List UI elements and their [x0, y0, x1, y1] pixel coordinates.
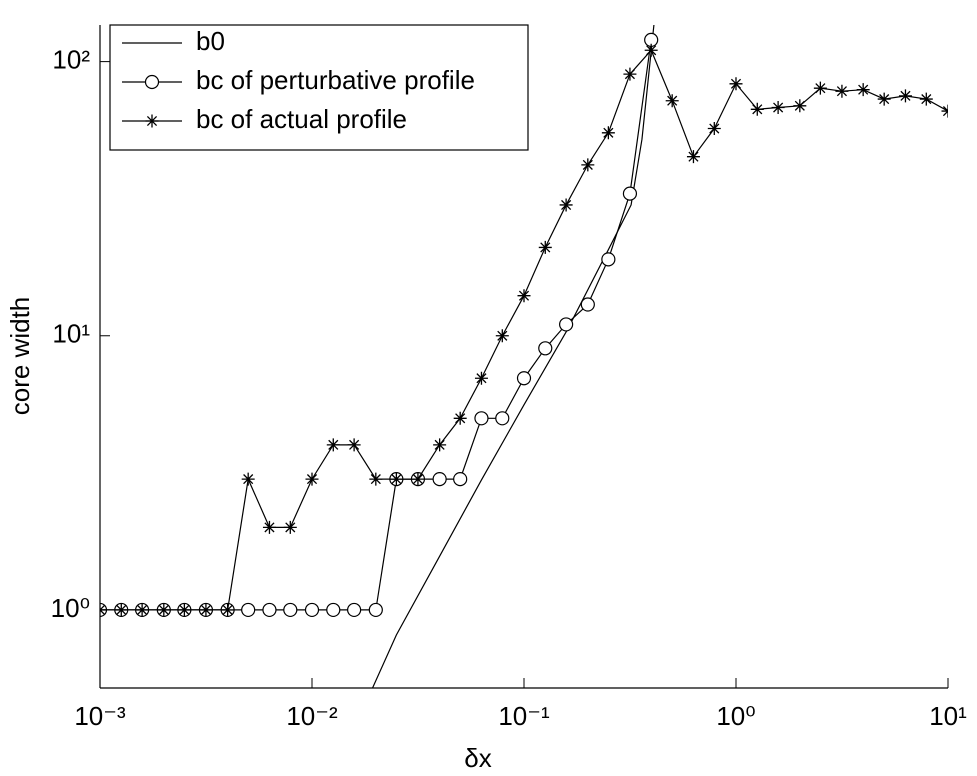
- circle-marker: [516, 371, 532, 386]
- star-marker: [283, 520, 297, 534]
- circle-marker: [326, 602, 341, 618]
- star-marker: [114, 603, 128, 617]
- star-marker: [177, 603, 191, 617]
- star-marker: [199, 603, 213, 617]
- star-marker: [686, 150, 700, 164]
- series-line: [371, 25, 655, 688]
- y-tick-label: 10¹: [52, 319, 90, 349]
- star-marker: [835, 84, 849, 98]
- star-marker: [453, 411, 467, 425]
- star-marker: [813, 81, 827, 95]
- star-marker: [793, 99, 807, 113]
- star-marker: [221, 603, 235, 617]
- circle-marker: [241, 602, 256, 618]
- star-marker: [581, 158, 595, 172]
- star-marker: [326, 438, 340, 452]
- y-tick-label: 10⁰: [51, 593, 90, 623]
- x-tick-label: 10⁻¹: [498, 701, 550, 731]
- plot-area: [100, 25, 948, 688]
- star-marker: [644, 43, 658, 57]
- legend-label: bc of actual profile: [196, 104, 407, 134]
- circle-marker: [453, 472, 468, 487]
- x-tick-label: 10⁻³: [74, 701, 126, 731]
- star-marker: [305, 472, 319, 486]
- circle-marker: [304, 602, 320, 618]
- star-marker: [665, 94, 679, 108]
- star-marker: [919, 92, 933, 106]
- circle-marker: [283, 602, 298, 618]
- star-marker: [623, 67, 637, 81]
- star-marker: [898, 89, 912, 103]
- y-tick-label: 10²: [52, 44, 90, 74]
- x-tick-label: 10⁻²: [286, 701, 338, 731]
- y-axis-label: core width: [5, 297, 35, 416]
- star-marker: [729, 77, 743, 91]
- star-marker: [750, 102, 764, 116]
- circle-marker: [538, 341, 553, 356]
- star-marker: [941, 104, 948, 118]
- circle-marker: [432, 472, 447, 487]
- star-marker: [877, 92, 891, 106]
- legend: b0 bc of perturbative profile bc of actual…: [109, 24, 529, 151]
- circle-marker: [144, 74, 160, 90]
- circle-marker: [262, 602, 277, 618]
- circle-marker: [559, 317, 574, 332]
- star-marker: [135, 603, 149, 617]
- star-marker: [856, 83, 870, 97]
- star-marker: [771, 101, 785, 115]
- star-marker: [474, 371, 488, 385]
- star-marker: [411, 472, 425, 486]
- star-marker: [347, 438, 361, 452]
- star-marker: [601, 126, 615, 140]
- circle-marker: [347, 602, 362, 618]
- star-marker: [262, 520, 276, 534]
- star-marker: [389, 472, 403, 486]
- star-marker: [433, 438, 447, 452]
- star-marker: [369, 472, 383, 486]
- star-marker: [145, 114, 159, 128]
- x-tick-label: 10⁰: [716, 701, 755, 731]
- star-marker: [157, 603, 171, 617]
- legend-box: [109, 24, 529, 151]
- star-marker: [241, 472, 255, 486]
- legend-label: bc of perturbative profile: [196, 65, 475, 95]
- legend-label: b0: [196, 26, 225, 56]
- star-marker: [707, 122, 721, 136]
- circle-marker: [495, 411, 510, 426]
- x-axis-label: δx: [464, 743, 491, 773]
- circle-marker: [601, 252, 616, 267]
- star-marker: [517, 289, 531, 303]
- star-marker: [495, 329, 509, 343]
- circle-marker: [622, 186, 638, 201]
- star-marker: [538, 240, 552, 254]
- x-tick-label: 10¹: [929, 701, 967, 731]
- circle-marker: [368, 602, 383, 618]
- circle-marker: [580, 297, 595, 312]
- star-marker: [559, 198, 573, 212]
- circle-marker: [474, 411, 489, 426]
